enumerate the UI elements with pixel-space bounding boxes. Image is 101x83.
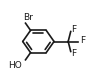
Text: F: F — [71, 49, 76, 58]
Text: Br: Br — [24, 13, 33, 21]
Text: F: F — [71, 25, 76, 34]
Text: HO: HO — [8, 62, 21, 70]
Text: F: F — [80, 36, 85, 45]
